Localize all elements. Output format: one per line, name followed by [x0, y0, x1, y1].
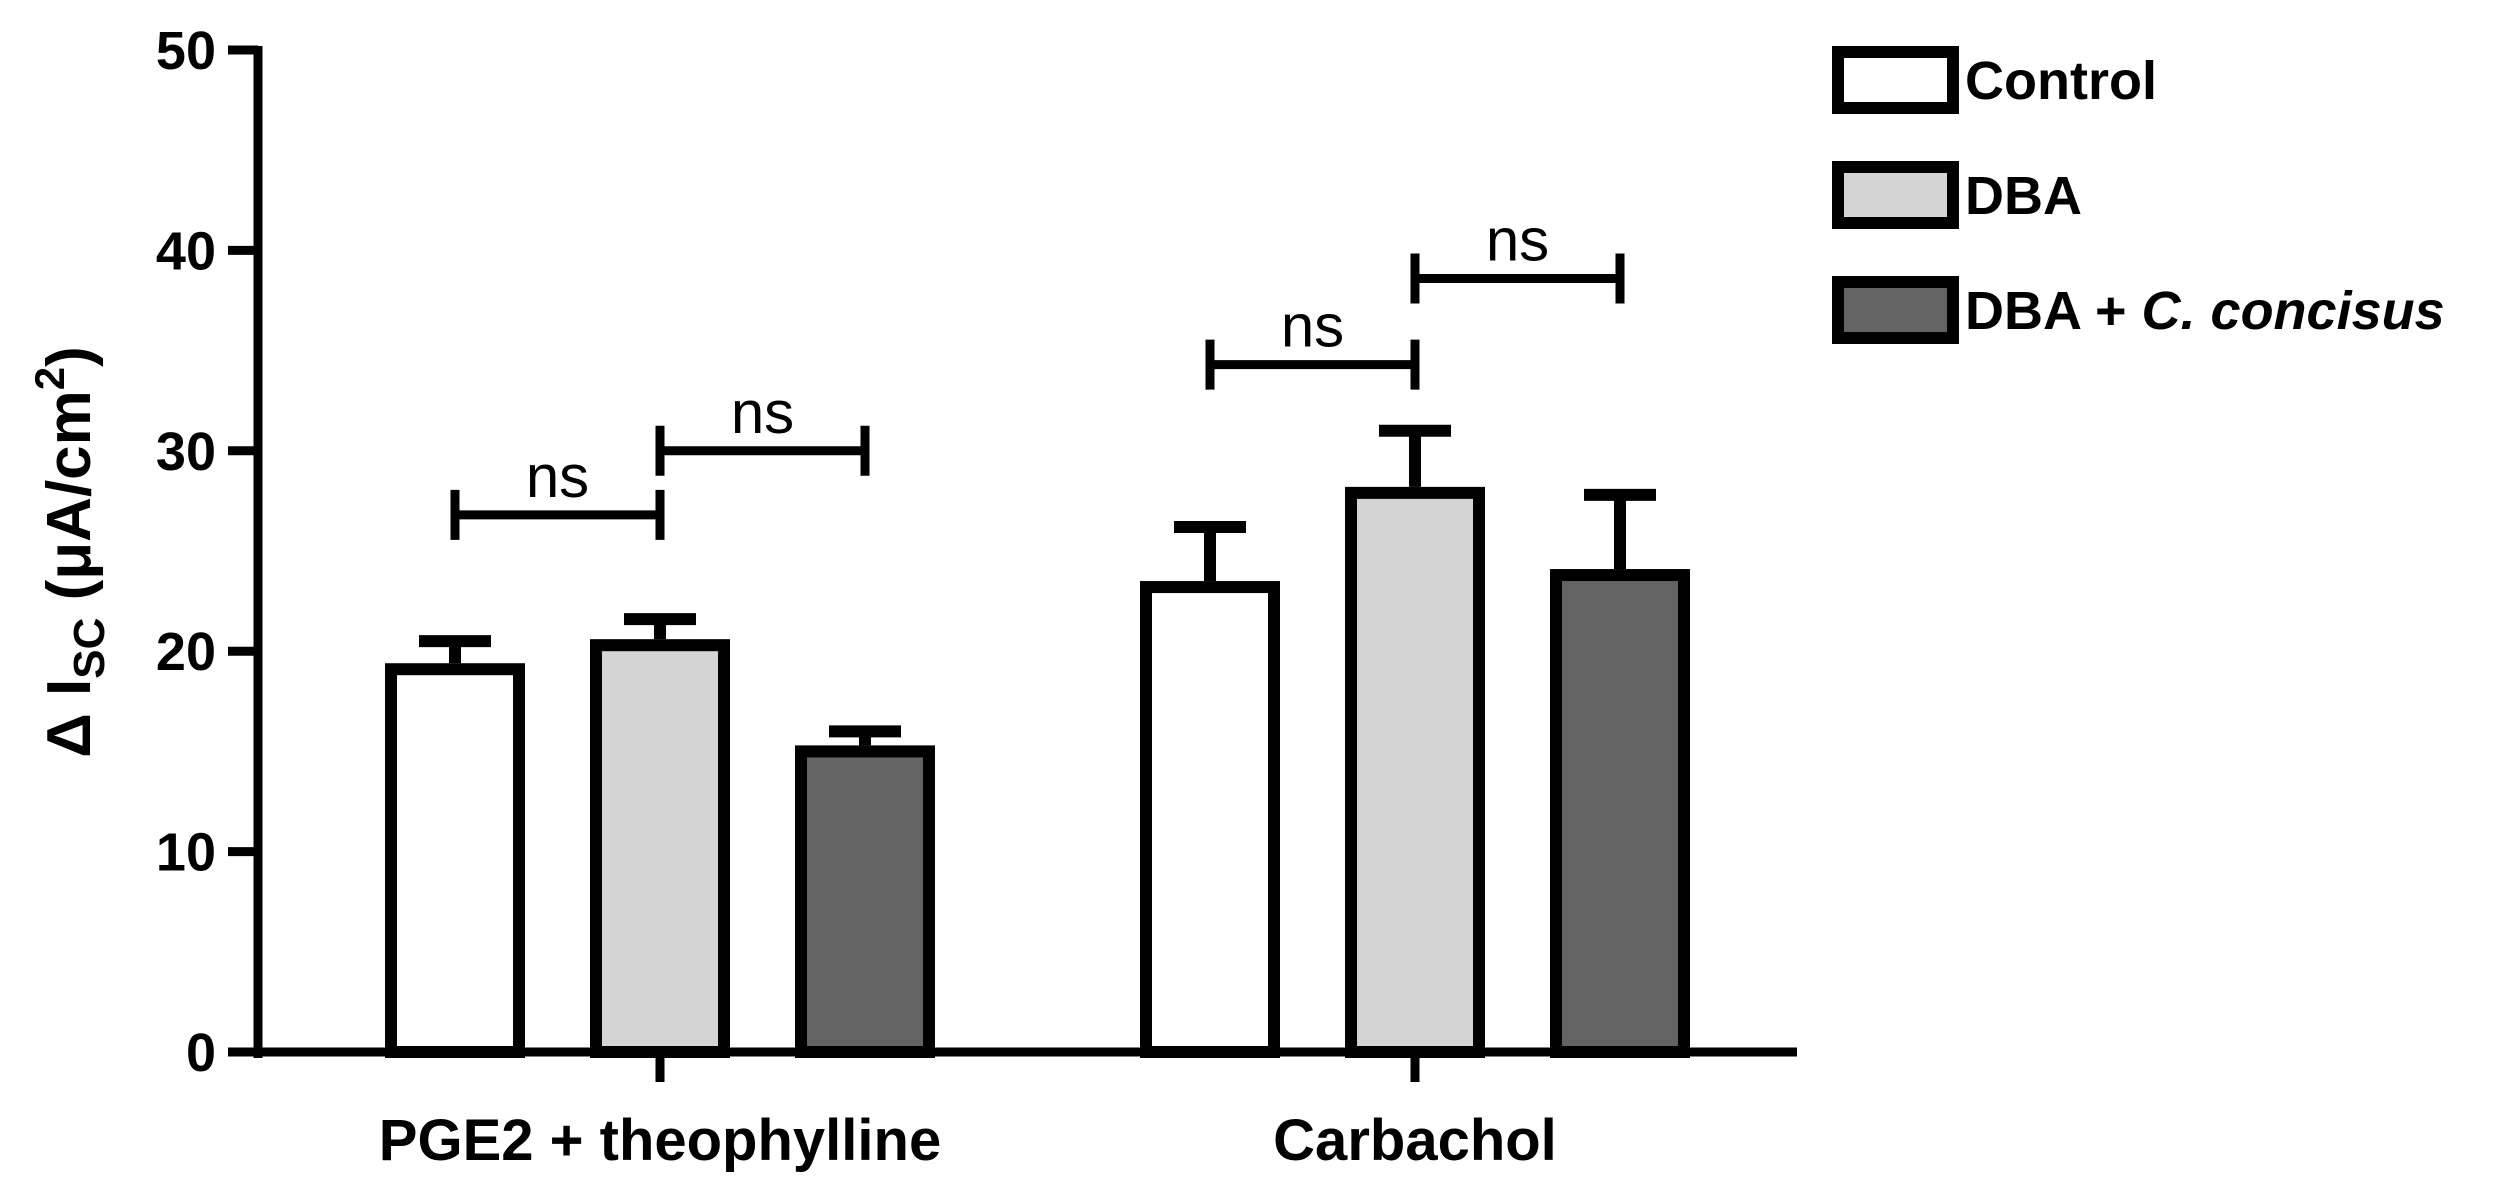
y-tick-label: 40 [156, 221, 216, 281]
legend-label: DBA [1965, 166, 2082, 226]
legend-label-part: DBA [1965, 166, 2082, 226]
significance-label: ns [1281, 293, 1344, 360]
y-axis-title-unit-close: ) [35, 346, 104, 367]
bar [590, 639, 730, 1059]
x-category-label: Carbachol [1273, 1108, 1557, 1173]
significance-label: ns [526, 443, 589, 510]
x-category-label: PGE2 + theophylline [379, 1108, 941, 1173]
y-axis-title-group: Δ ISC (μA/cm2) [26, 346, 114, 758]
significance-label: ns [1486, 206, 1549, 273]
legend-swatch [1832, 161, 1959, 229]
legend-label-part: Control [1965, 51, 2157, 111]
y-axis-title-unit-open: (μA/cm [35, 390, 104, 617]
legend-label: DBA + C. concisus [1965, 281, 2445, 341]
bar [1345, 486, 1485, 1058]
y-axis-title-prefix: Δ I [35, 679, 104, 758]
significance-label: ns [731, 379, 794, 446]
y-tick-label: 20 [156, 622, 216, 682]
y-tick-label: 50 [156, 21, 216, 81]
bar [1140, 581, 1280, 1058]
legend: Control DBA DBA + C. concisus [1832, 46, 2445, 344]
y-axis-title-superscript: 2 [26, 367, 73, 390]
legend-label-part: DBA + [1965, 281, 2142, 341]
y-axis-title: Δ ISC (μA/cm2) [26, 346, 114, 758]
y-tick-label: 0 [186, 1023, 216, 1083]
legend-label-part: C. concisus [2142, 281, 2445, 341]
legend-swatch [1832, 46, 1959, 114]
y-tick-label: 10 [156, 823, 216, 883]
legend-swatch [1832, 276, 1959, 344]
plot-area: 0 10 20 30 40 50 PGE2 + theophylline Carbachol n… [156, 21, 1797, 1173]
bar [1550, 569, 1690, 1058]
y-tick-label: 30 [156, 422, 216, 482]
bar [795, 745, 935, 1058]
bar [385, 663, 525, 1058]
y-axis-title-subscript: SC [65, 618, 114, 679]
legend-label: Control [1965, 51, 2157, 111]
